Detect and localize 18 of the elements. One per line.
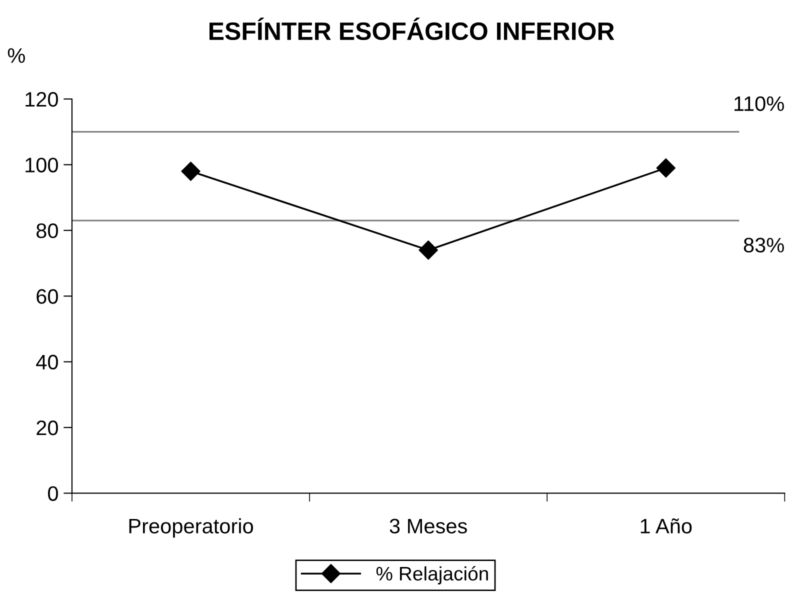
x-tick-label: 3 Meses <box>390 518 467 534</box>
point <box>656 158 676 178</box>
y-axis-title: % <box>8 48 25 63</box>
y-tick-label: 40 <box>36 354 58 370</box>
y-tick-label: 60 <box>36 289 58 304</box>
ref-line-label: 83% <box>744 238 784 253</box>
point <box>418 240 438 260</box>
chart-title: ESFÍNTER ESOFÁGICO INFERIOR <box>210 18 614 40</box>
legend-label: % Relajación <box>376 566 488 584</box>
x-tick-label: Preoperatorio <box>129 518 254 538</box>
point <box>181 162 200 181</box>
y-tick-label: 0 <box>48 486 58 501</box>
ref-line-label: 110% <box>734 96 784 112</box>
y-tick-label: 120 <box>26 92 58 107</box>
x-tick-label: 1 Año <box>640 518 692 534</box>
y-tick-label: 20 <box>36 420 58 436</box>
y-tick-label: 80 <box>36 223 58 238</box>
y-tick-label: 100 <box>26 158 58 172</box>
